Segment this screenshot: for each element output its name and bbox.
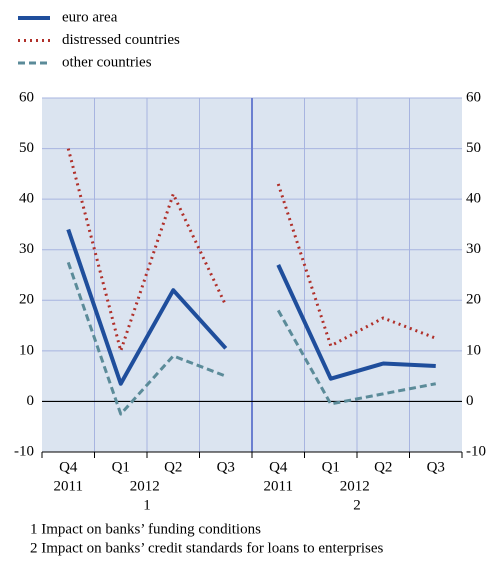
y-tick-label: 0 [27,393,35,409]
y-tick-label: 20 [19,292,34,308]
x-tick-label: Q2 [164,459,182,475]
panel-label: 2 [353,497,361,513]
y-tick-label: 60 [19,89,34,105]
x-year-label: 2012 [130,478,160,494]
panel-label: 1 [143,497,151,513]
x-year-label: 2012 [340,478,370,494]
x-year-label: 2011 [54,478,83,494]
y-tick-label: -10 [14,443,34,459]
x-tick-label: Q3 [217,459,235,475]
legend-label: euro area [62,9,118,25]
series-line [276,183,437,348]
y-tick-label-right: 50 [466,140,481,156]
y-tick-label: 30 [19,241,34,257]
footnote: 1 Impact on banks’ funding conditions [30,521,261,537]
y-tick-label: 10 [19,342,34,358]
series-line [276,309,437,406]
x-tick-label: Q4 [59,459,78,475]
y-tick-label: 50 [19,140,34,156]
y-tick-label-right: 30 [466,241,481,257]
series-line [66,228,228,386]
series-line [66,261,227,416]
x-tick-label: Q1 [322,459,340,475]
x-year-label: 2011 [264,478,293,494]
x-tick-label: Q2 [374,459,392,475]
x-tick-label: Q1 [112,459,130,475]
y-tick-label-right: 10 [466,342,481,358]
y-tick-label-right: 60 [466,89,481,105]
legend-label: other countries [62,54,152,70]
y-tick-label-right: 0 [466,393,474,409]
legend-label: distressed countries [62,32,180,48]
x-tick-label: Q4 [269,459,288,475]
series-line [276,264,436,381]
y-tick-label: 40 [19,191,34,207]
y-tick-label-right: 40 [466,191,481,207]
y-tick-label-right: 20 [466,292,481,308]
x-tick-label: Q3 [427,459,445,475]
y-tick-label-right: -10 [466,443,486,459]
footnote: 2 Impact on banks’ credit standards for … [30,540,384,556]
